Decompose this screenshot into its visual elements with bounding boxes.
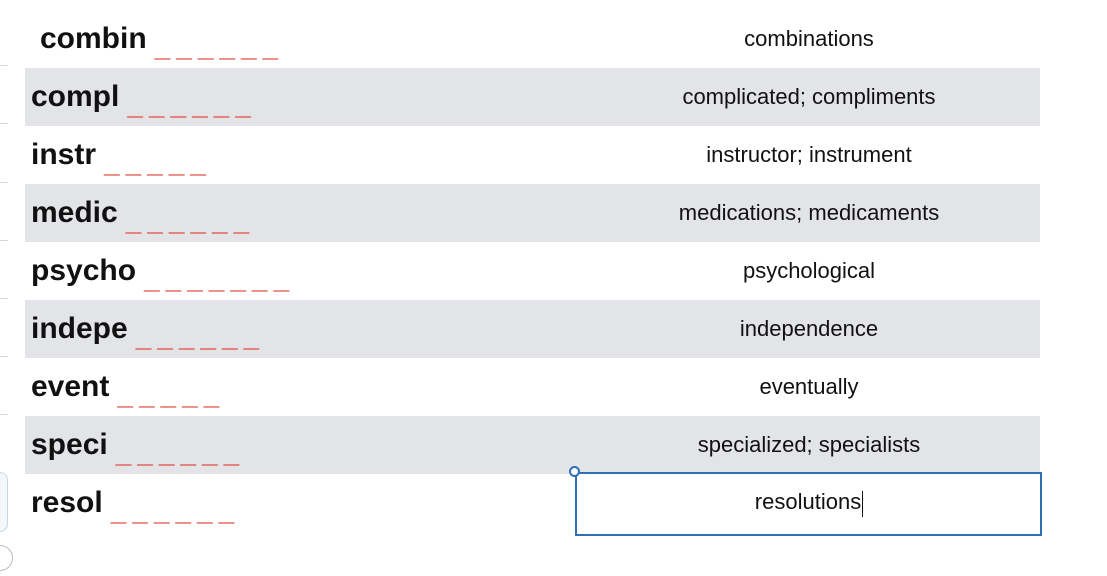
blank-letters: _____ [117,379,226,410]
table-row[interactable]: resol ______ resolutions [25,474,1040,532]
selected-slide-indicator[interactable] [0,472,8,532]
blank-letters: ______ [135,321,266,352]
word-stem: psycho [31,254,137,287]
answer-cell[interactable]: complicated; compliments [682,84,936,109]
answer-cell[interactable]: specialized; specialists [697,432,921,457]
answer-cell-editing[interactable]: resolutions [577,489,1041,517]
word-table: combin ______ combinations compl ______ co… [25,10,1040,532]
divider [0,123,8,124]
divider [0,182,8,183]
table-row[interactable]: medic ______ medications; medicaments [25,184,1040,242]
blank-letters: ______ [125,205,256,236]
table-row[interactable]: instr _____ instructor; instrument [25,126,1040,184]
answer-cell[interactable]: psychological [742,258,876,283]
word-stem: combin [40,22,147,55]
answer-cell[interactable]: independence [739,316,879,341]
word-stem: indepe [31,312,128,345]
text-caret [862,490,864,517]
word-stem: event [31,370,110,403]
word-stem: resol [31,486,103,519]
divider [0,356,8,357]
divider [0,298,8,299]
scroll-ring[interactable] [0,545,13,571]
answer-cell[interactable]: combinations [744,26,874,51]
table-row[interactable]: compl ______ complicated; compliments [25,68,1040,126]
blank-letters: ______ [110,495,241,526]
table-row[interactable]: indepe ______ independence [25,300,1040,358]
word-stem: speci [31,428,108,461]
blank-letters: ______ [154,31,285,62]
blank-letters: _______ [144,263,296,294]
table-row[interactable]: event _____ eventually [25,358,1040,416]
divider [0,240,8,241]
word-stem: medic [31,196,118,229]
divider [0,414,8,415]
answer-text: resolutions [754,489,862,515]
resize-handle[interactable] [569,466,580,477]
word-stem: compl [31,80,120,113]
answer-cell[interactable]: medications; medicaments [678,200,940,225]
word-stem: instr [31,138,97,171]
divider [0,65,8,66]
answer-cell[interactable]: instructor; instrument [706,142,912,167]
text-box-selection[interactable] [575,472,1042,536]
blank-letters: ______ [115,437,246,468]
blank-letters: ______ [127,89,257,120]
blank-letters: _____ [104,147,212,178]
table-row[interactable]: psycho _______ psychological [25,242,1040,300]
window-edge [0,0,13,576]
answer-cell[interactable]: eventually [759,374,859,399]
table-row[interactable]: speci ______ specialized; specialists [25,416,1040,474]
table-row[interactable]: combin ______ combinations [25,10,1040,68]
